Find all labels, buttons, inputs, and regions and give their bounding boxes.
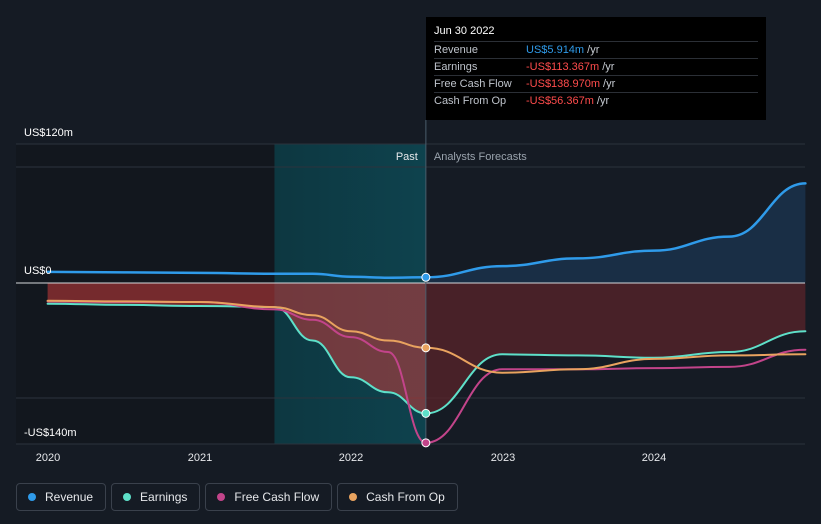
tooltip: Jun 30 2022 Revenue US$5.914m /yr Earnin…: [426, 17, 766, 120]
legend-dot-icon: [28, 493, 36, 501]
y-axis-label-zero: US$0: [24, 265, 52, 277]
tooltip-label: Cash From Op: [434, 95, 507, 107]
tooltip-unit: /yr: [600, 78, 616, 90]
y-axis-label-bottom: -US$140m: [24, 427, 77, 439]
earnings-line: [46, 302, 807, 415]
tooltip-row-revenue: Revenue US$5.914m /yr: [434, 41, 758, 59]
earnings-area-forecast: [425, 283, 806, 414]
tooltip-value: US$5.914m: [526, 44, 585, 56]
legend: Revenue Earnings Free Cash Flow Cash Fro…: [16, 483, 458, 511]
tooltip-label: Free Cash Flow: [434, 78, 512, 90]
tooltip-value-wrap: -US$56.367m /yr: [526, 93, 609, 109]
legend-item-earnings[interactable]: Earnings: [111, 483, 201, 511]
tooltip-label: Revenue: [434, 44, 479, 56]
legend-item-cash-from-op[interactable]: Cash From Op: [337, 483, 458, 511]
tooltip-value: -US$56.367m: [526, 95, 594, 107]
legend-item-free-cash-flow[interactable]: Free Cash Flow: [205, 483, 333, 511]
earnings-area-past: [47, 283, 426, 414]
revenue-area-forecast: [425, 183, 806, 283]
legend-label: Cash From Op: [366, 490, 445, 504]
tooltip-unit: /yr: [593, 95, 610, 107]
cash-from-op-point: [421, 343, 431, 353]
tooltip-value-wrap: -US$113.367m /yr: [526, 59, 614, 75]
earnings-point: [421, 408, 431, 418]
past-label: Past: [396, 151, 418, 163]
tooltip-date: Jun 30 2022: [434, 25, 495, 37]
chart: US$120m US$0 -US$140m Past Analysts Forecast…: [16, 120, 807, 464]
legend-item-revenue[interactable]: Revenue: [16, 483, 107, 511]
legend-dot-icon: [217, 493, 226, 501]
x-tick-label: 2022: [339, 452, 363, 464]
revenue-point: [421, 272, 431, 282]
legend-label: Earnings: [140, 490, 188, 504]
tooltip-unit: /yr: [584, 44, 600, 56]
tooltip-value-wrap: US$5.914m /yr: [526, 42, 599, 58]
x-tick-label: 2023: [491, 452, 515, 464]
legend-dot-icon: [349, 493, 358, 501]
forecast-label: Analysts Forecasts: [434, 151, 527, 163]
legend-label: Free Cash Flow: [234, 490, 320, 504]
revenue-line: [46, 182, 807, 279]
tooltip-row-earnings: Earnings -US$113.367m /yr: [434, 58, 758, 76]
tooltip-unit: /yr: [599, 61, 615, 73]
tooltip-row-free-cash-flow: Free Cash Flow -US$138.970m /yr: [434, 75, 758, 93]
x-tick-label: 2020: [36, 452, 60, 464]
y-axis-label-top: US$120m: [24, 127, 73, 139]
legend-label: Revenue: [45, 490, 94, 504]
tooltip-value-wrap: -US$138.970m /yr: [526, 76, 615, 92]
legend-dot-icon: [123, 493, 132, 501]
free-cash-flow-point: [421, 438, 431, 448]
x-tick-label: 2021: [188, 452, 212, 464]
tooltip-value: -US$138.970m: [526, 78, 600, 90]
x-tick-label: 2024: [642, 452, 666, 464]
tooltip-row-cash-from-op: Cash From Op -US$56.367m /yr: [434, 92, 758, 110]
cash-from-op-line: [46, 299, 807, 374]
tooltip-value: -US$113.367m: [526, 61, 600, 73]
tooltip-label: Earnings: [434, 61, 478, 73]
